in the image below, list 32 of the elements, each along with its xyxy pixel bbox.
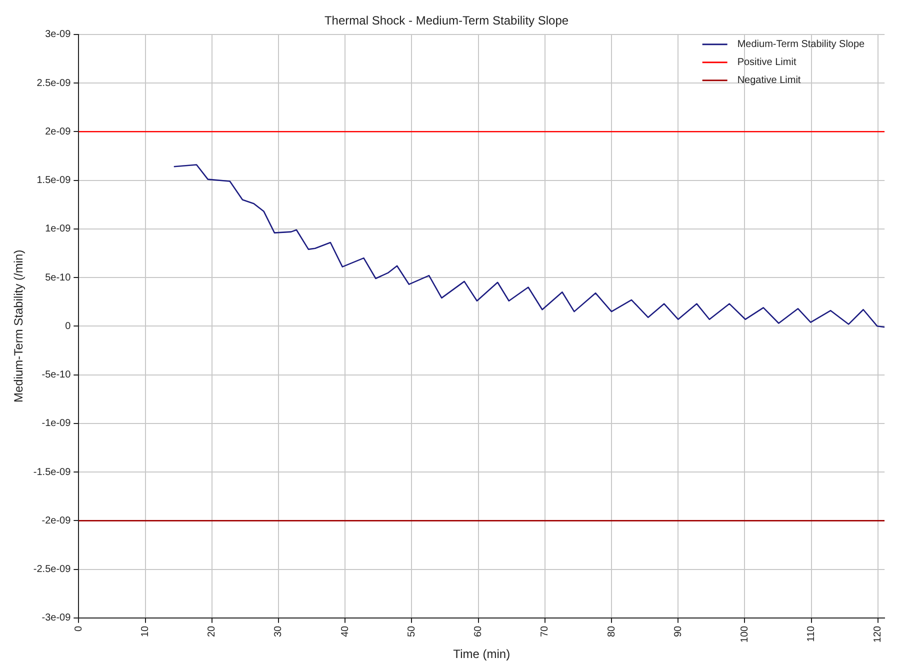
x-tick-label: 20 xyxy=(206,625,218,638)
y-axis-title: Medium-Term Stability (/min) xyxy=(12,250,26,403)
legend-label: Negative Limit xyxy=(737,75,801,86)
y-tick-label: 5e-10 xyxy=(45,272,72,284)
chart-title: Thermal Shock - Medium-Term Stability Slope xyxy=(324,14,569,28)
x-tick-label: 70 xyxy=(540,625,551,638)
x-tick-label: 100 xyxy=(739,625,750,643)
x-tick-label: 40 xyxy=(340,625,351,638)
x-tick-label: 110 xyxy=(806,625,818,642)
y-tick-label: 1.5e-09 xyxy=(36,175,72,186)
x-tick-label: 90 xyxy=(672,625,684,638)
x-tick-label: 10 xyxy=(140,625,152,638)
legend-label: Medium-Term Stability Slope xyxy=(737,39,866,50)
y-tick-label: 2.5e-09 xyxy=(36,78,72,89)
x-tick-label: 60 xyxy=(473,625,484,638)
x-tick-label: 50 xyxy=(406,625,418,638)
y-tick-label: 0 xyxy=(65,320,72,332)
y-tick-label: 1e-09 xyxy=(45,224,72,235)
x-tick-label: 120 xyxy=(872,625,884,643)
y-tick-label: -2e-09 xyxy=(42,515,72,526)
x-tick-label: 30 xyxy=(273,625,284,638)
y-tick-label: 2e-09 xyxy=(45,126,72,138)
y-tick-label: -1.5e-09 xyxy=(33,466,72,478)
x-tick-label: 80 xyxy=(606,625,618,638)
y-tick-label: -5e-10 xyxy=(42,370,72,381)
x-axis-title: Time (min) xyxy=(453,647,510,662)
y-tick-label: -2.5e-09 xyxy=(33,564,72,576)
x-tick-label: 0 xyxy=(73,625,84,632)
y-tick-label: -1e-09 xyxy=(42,418,72,430)
y-tick-label: -3e-09 xyxy=(42,612,72,624)
legend-label: Positive Limit xyxy=(737,57,796,68)
y-tick-label: 3e-09 xyxy=(45,29,72,40)
